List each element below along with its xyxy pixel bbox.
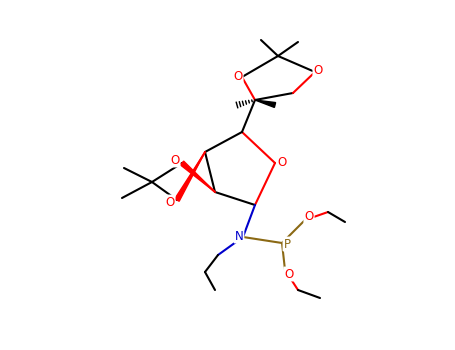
- Text: O: O: [284, 267, 293, 280]
- Text: O: O: [313, 64, 323, 77]
- Text: O: O: [165, 196, 175, 209]
- Text: O: O: [233, 70, 243, 83]
- Text: O: O: [170, 154, 180, 167]
- Text: N: N: [235, 230, 243, 243]
- Polygon shape: [180, 161, 215, 192]
- Polygon shape: [175, 152, 205, 201]
- Text: O: O: [278, 156, 287, 169]
- Text: O: O: [304, 210, 313, 224]
- Polygon shape: [255, 100, 276, 107]
- Text: P: P: [283, 238, 290, 251]
